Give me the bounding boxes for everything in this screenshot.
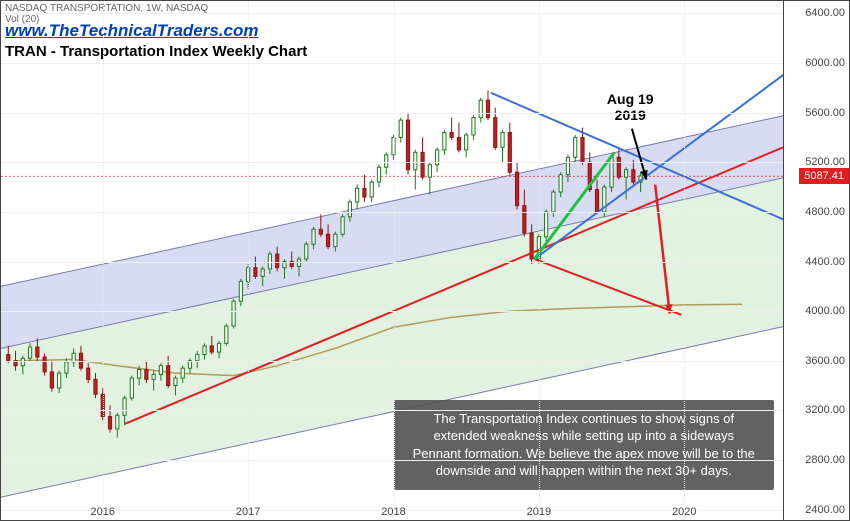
y-axis: 5087.41 2400.00 2800.00 3200.00 3600.00 4000… — [783, 1, 849, 520]
last-price-tag: 5087.41 — [799, 168, 849, 184]
y-tick-label: 4400.00 — [805, 256, 845, 268]
chart-container: NASDAQ TRANSPORTATION, 1W, NASDAQ Vol (2… — [0, 0, 850, 521]
x-tick-label: 2017 — [236, 506, 260, 518]
plot-area[interactable]: NASDAQ TRANSPORTATION, 1W, NASDAQ Vol (2… — [1, 1, 784, 520]
x-tick-label: 2018 — [381, 506, 405, 518]
chart-title: TRAN - Transportation Index Weekly Chart — [5, 43, 307, 60]
x-tick-label: 2019 — [527, 506, 551, 518]
callout-line2: 2019 — [615, 107, 646, 123]
commentary-box: The Transportation Index continues to sh… — [394, 400, 775, 490]
y-tick-label: 2800.00 — [805, 454, 845, 466]
y-tick-label: 3200.00 — [805, 404, 845, 416]
callout-line1: Aug 19 — [607, 91, 654, 107]
y-tick-label: 4800.00 — [805, 206, 845, 218]
y-tick-label: 6400.00 — [805, 7, 845, 19]
x-tick-label: 2020 — [672, 506, 696, 518]
date-callout: Aug 19 2019 — [607, 91, 654, 123]
x-tick-label: 2016 — [91, 506, 115, 518]
y-tick-label: 2400.00 — [805, 504, 845, 516]
y-tick-label: 3600.00 — [805, 355, 845, 367]
y-tick-label: 6000.00 — [805, 57, 845, 69]
y-tick-label: 5600.00 — [805, 107, 845, 119]
source-url: www.TheTechnicalTraders.com — [5, 21, 259, 41]
y-tick-label: 5200.00 — [805, 156, 845, 168]
symbol-line: NASDAQ TRANSPORTATION, 1W, NASDAQ — [5, 3, 208, 14]
y-tick-label: 4000.00 — [805, 305, 845, 317]
